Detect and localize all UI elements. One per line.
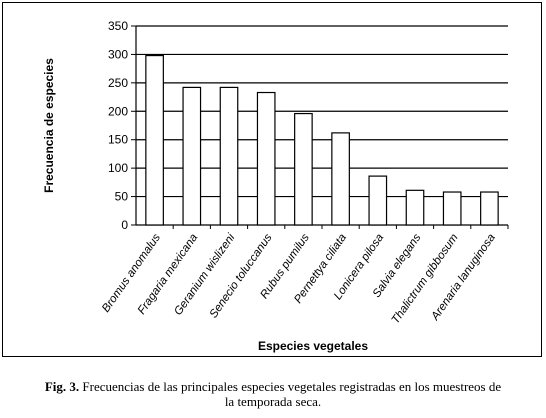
x-tick-label: Arenaria lanuginosa [429,232,498,323]
y-tick-label: 50 [115,190,129,204]
bar [480,191,499,226]
x-axis-title: Especies vegetales [258,339,368,353]
bar [331,132,350,226]
caption-label: Fig. 3. [44,379,80,394]
y-tick-label: 150 [108,133,128,147]
figure-caption: Fig. 3. Frecuencias de las principales e… [0,379,546,409]
bar [405,189,425,226]
y-tick-label: 250 [108,76,128,90]
bar [294,112,313,226]
x-tick-label: Thalictrum gibbosum [390,231,461,326]
y-tick-label: 350 [108,19,128,33]
bar [256,91,276,226]
y-tick-label: 200 [108,104,128,118]
bar [368,175,388,226]
bar [442,191,462,226]
bar [219,86,239,226]
y-axis-title: Frecuencia de especies [42,58,56,193]
caption-text: Frecuencias de las principales especies … [79,379,502,394]
bar [145,54,164,226]
chart-frame: 0 50 100 150 200 250 300 350 Bromus anomalus Frag… [2,2,542,357]
y-tick-label: 300 [108,47,128,61]
caption-text-line2: la temporada seca. [224,394,322,409]
y-tick-label: 0 [121,218,128,232]
y-tick-label: 100 [108,161,128,175]
bar [182,86,202,226]
